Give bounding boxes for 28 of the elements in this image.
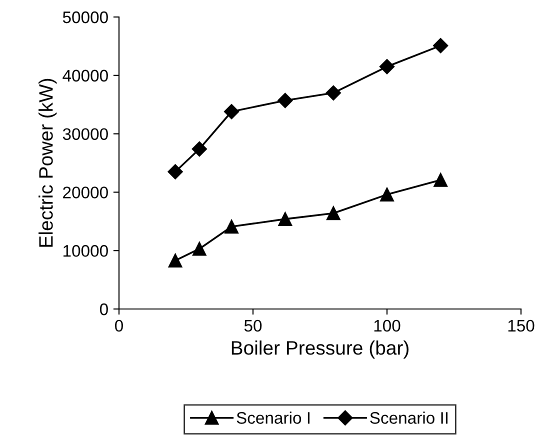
x-tick-label: 100 [374, 320, 400, 332]
point [224, 220, 239, 234]
point [379, 59, 395, 74]
x-axis-title: Boiler Pressure (bar) [232, 340, 408, 359]
x-tick-label: 150 [508, 320, 534, 332]
point [434, 172, 448, 187]
y-tick-label: 20000 [63, 186, 108, 198]
x-tick-label: 0 [115, 320, 123, 332]
point [326, 85, 341, 100]
point [168, 164, 183, 180]
point [278, 212, 292, 226]
y-tick-label: 50000 [62, 11, 108, 24]
x-tick-label: 50 [244, 320, 262, 332]
point [433, 38, 448, 54]
y-tick-label: 0 [100, 303, 108, 316]
point [224, 104, 240, 120]
point [192, 242, 206, 256]
y-tick-label: 10000 [64, 245, 108, 257]
legend-label: Scenario II [370, 412, 448, 424]
y-tick-label: 30000 [62, 128, 108, 140]
y-tick-label: 40000 [62, 70, 108, 82]
point [278, 92, 293, 108]
point [380, 188, 394, 202]
y-axis-title: Electric Power (kW) [38, 78, 57, 247]
point [168, 254, 182, 268]
legend-label: Scenario I [236, 412, 310, 424]
point [192, 141, 207, 157]
point [326, 206, 340, 220]
